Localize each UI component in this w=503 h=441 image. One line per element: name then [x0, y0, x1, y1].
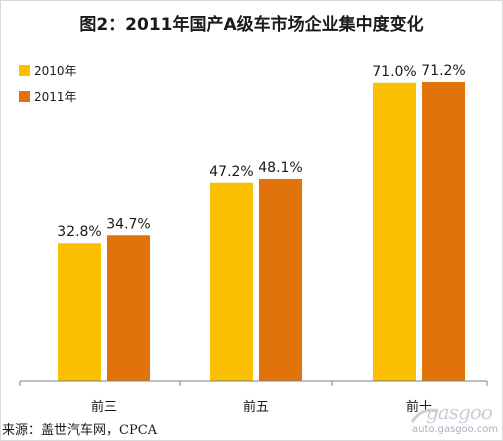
value-label-前十-2011年: 71.2% — [421, 63, 465, 79]
value-label-前三-2011年: 34.7% — [106, 216, 150, 232]
source-note: 来源：盖世汽车网，CPCA — [2, 423, 158, 438]
value-label-前三-2010年: 32.8% — [57, 224, 101, 240]
x-tick-label-前三: 前三 — [91, 399, 117, 415]
x-ticks-group — [19, 381, 488, 386]
swoosh-icon — [410, 408, 439, 423]
legend: 2010年 2011年 — [19, 64, 77, 104]
bar-前十-2010年 — [373, 82, 416, 382]
x-tick-labels: 前三 前五 前十 — [91, 399, 432, 415]
bar-前五-2010年 — [210, 182, 253, 381]
value-label-前五-2011年: 48.1% — [258, 160, 302, 176]
legend-swatch-2011 — [19, 91, 30, 102]
value-labels-group: 32.8% 34.7% 47.2% 48.1% 71.0% 71.2% — [57, 63, 465, 240]
value-label-前五-2010年: 47.2% — [209, 164, 253, 180]
bar-前三-2010年 — [58, 243, 101, 381]
legend-swatch-2010 — [19, 65, 30, 76]
legend-label-2011: 2011年 — [34, 90, 77, 104]
watermark-brand: gasgoo — [426, 400, 493, 424]
bar-前十-2011年 — [422, 81, 465, 382]
value-label-前十-2010年: 71.0% — [372, 64, 416, 80]
bar-前三-2011年 — [107, 235, 150, 381]
x-tick-label-前五: 前五 — [243, 399, 269, 415]
chart-title: 图2：2011年国产A级车市场企业集中度变化 — [79, 15, 424, 35]
watermark-logo: gasgoo auto.gasgoo.com — [410, 400, 502, 438]
bar-前五-2011年 — [259, 178, 302, 381]
legend-label-2010: 2010年 — [34, 64, 77, 78]
bars-group — [58, 81, 465, 382]
watermark-site: auto.gasgoo.com — [412, 424, 499, 435]
